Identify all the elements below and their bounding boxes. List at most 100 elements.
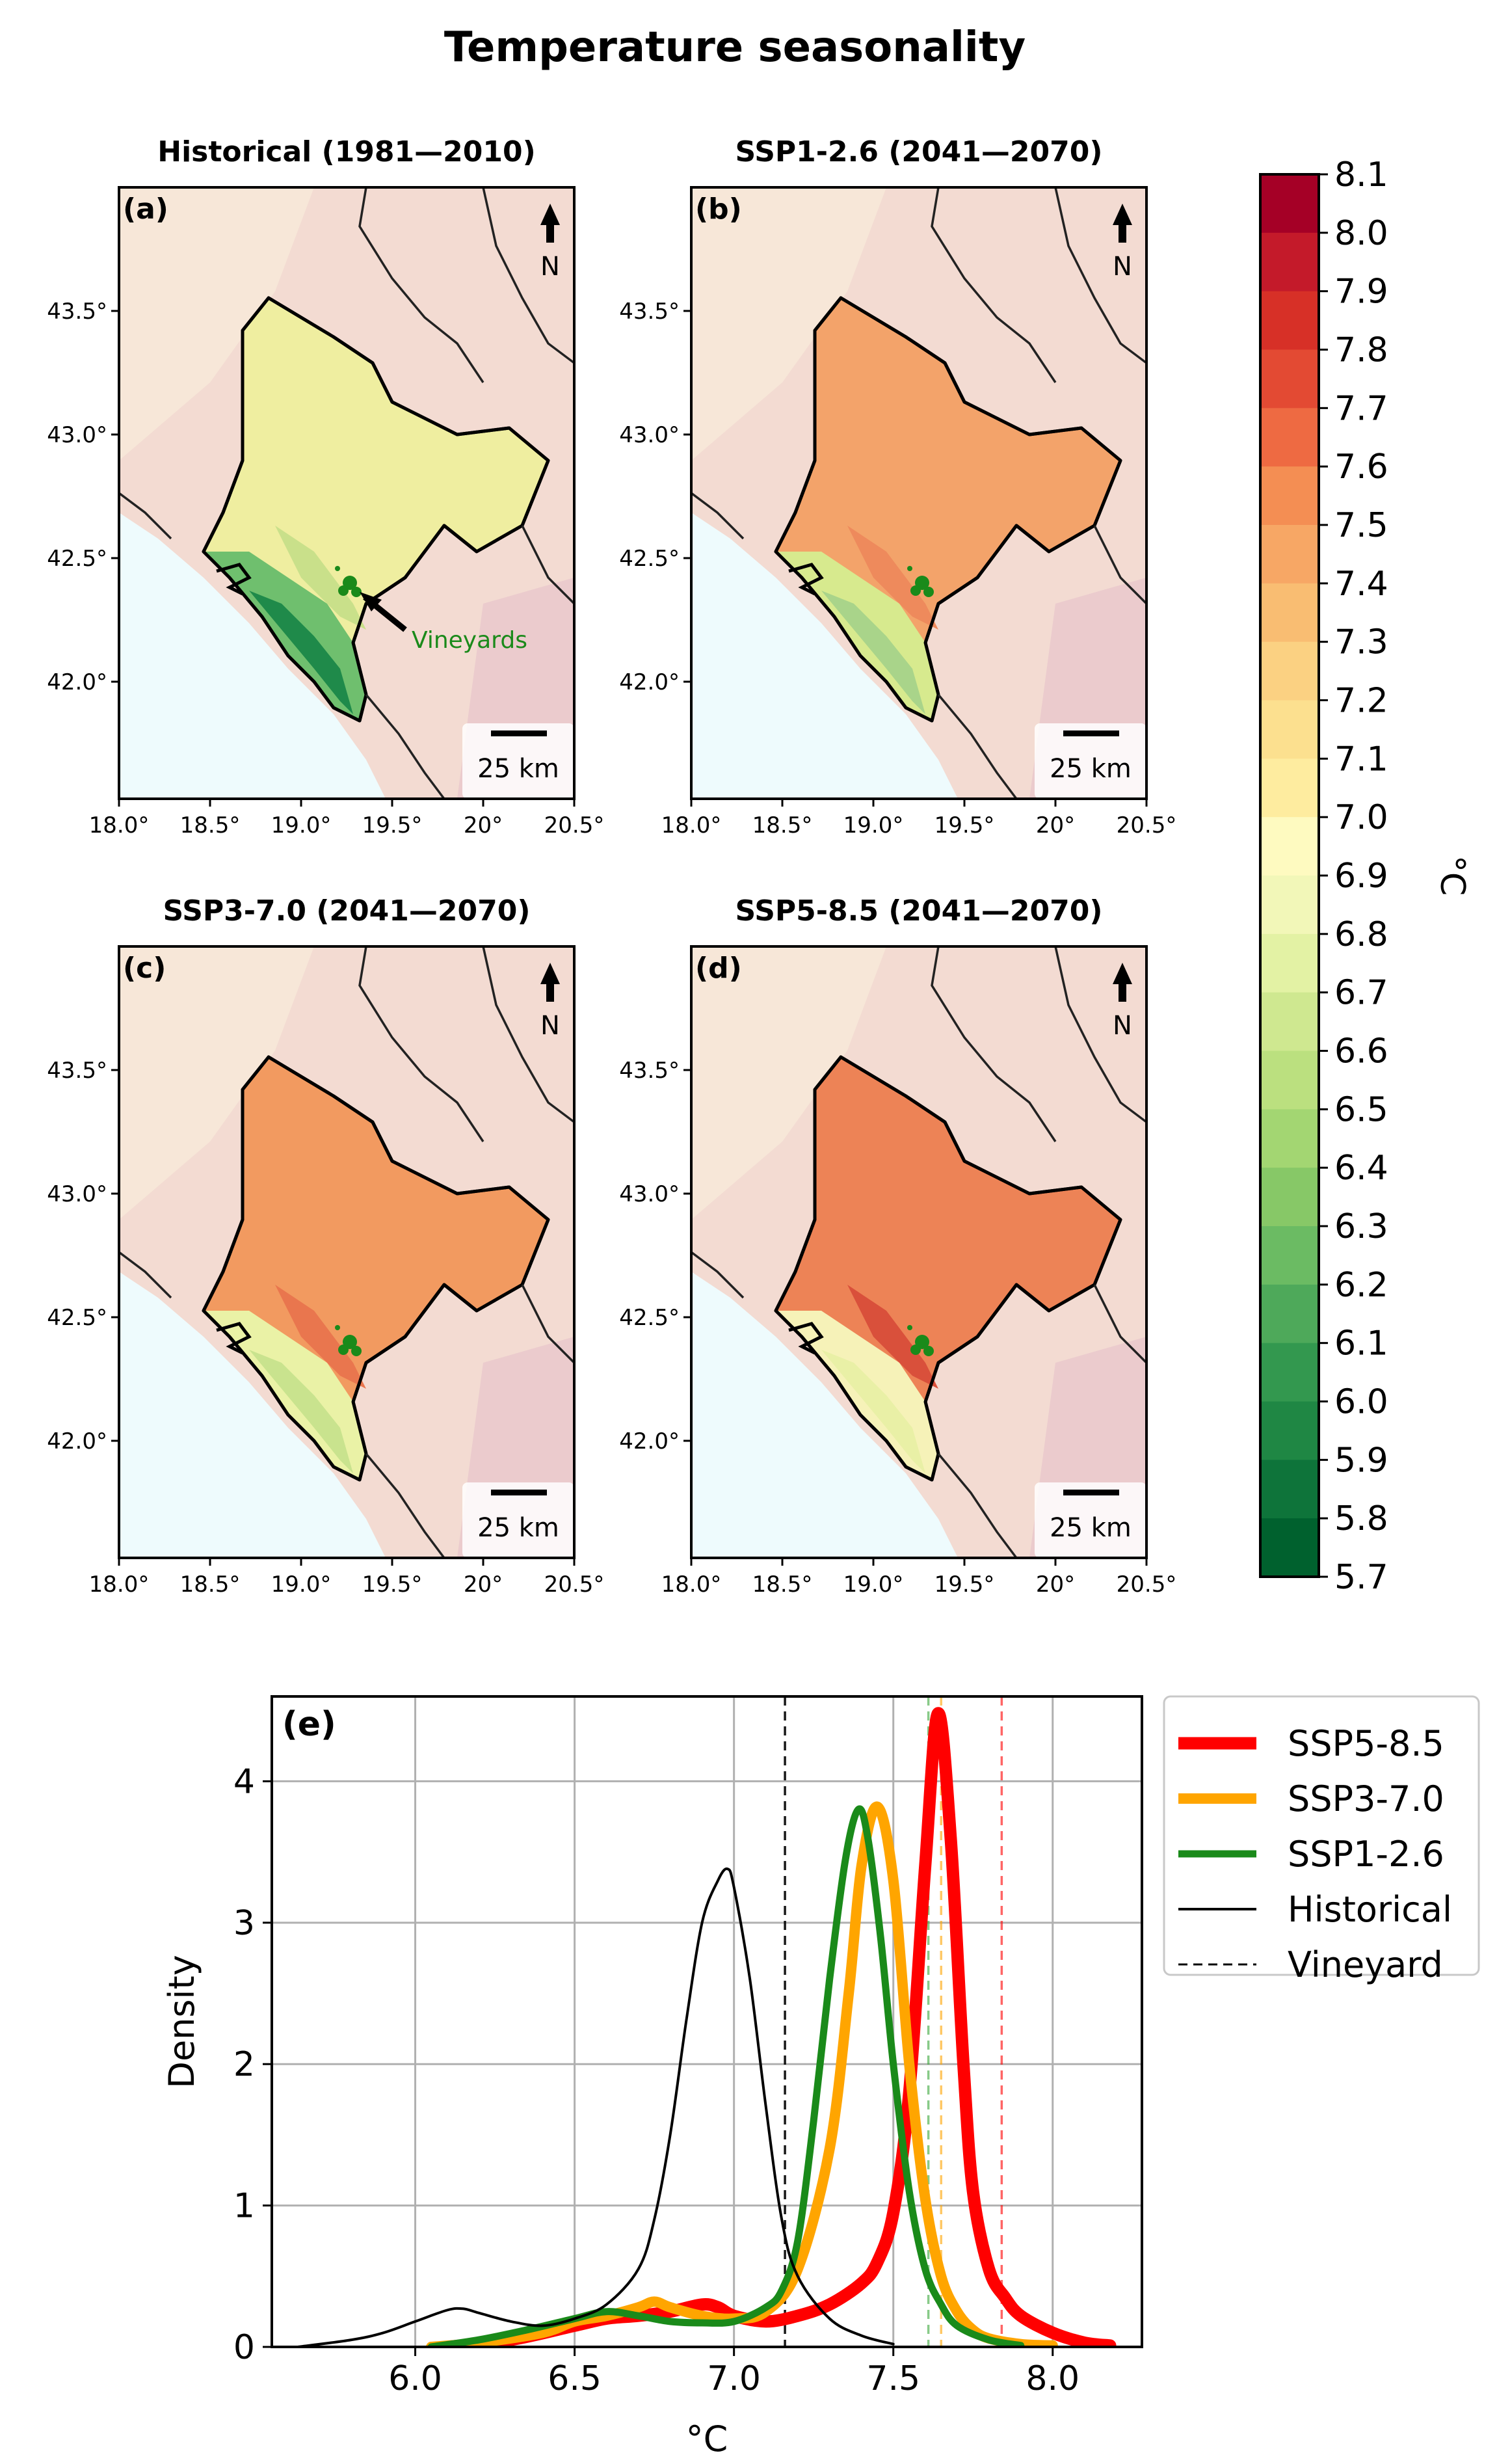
sea — [119, 513, 386, 799]
colorbar-segment — [1260, 1284, 1319, 1344]
x-tick-label: 18.0° — [661, 812, 722, 838]
x-tick-label: 20° — [1036, 812, 1075, 838]
colorbar-segment — [1260, 232, 1319, 292]
y-tick-label: 43.5° — [619, 299, 680, 325]
colorbar-segment — [1260, 641, 1319, 701]
north-label: N — [1113, 1011, 1132, 1041]
y-tick-label: 1 — [233, 2187, 255, 2226]
neighbor-border — [691, 1251, 745, 1299]
neighbor-border — [365, 1453, 445, 1558]
colorbar-tick-label: 6.7 — [1334, 974, 1388, 1013]
x-tick-label: 18.0° — [661, 1572, 722, 1598]
y-axis-label: Density — [161, 1955, 202, 2088]
neighbor-border — [358, 187, 484, 383]
x-tick-label: 19.5° — [362, 812, 423, 838]
ridge-zone — [847, 526, 938, 630]
vineyard-marker — [923, 1346, 934, 1356]
colorbar-tick-label: 7.0 — [1334, 798, 1388, 837]
scalebar-label: 25 km — [1050, 1513, 1132, 1543]
colorbar-tick-label: 5.9 — [1334, 1441, 1388, 1480]
legend-label: SSP5-8.5 — [1288, 1723, 1444, 1764]
density-chart: 6.0 6.5 7.0 7.5 8.0 0 1 2 3 4 (e) °C Density SSP5-8.5… — [161, 1695, 1480, 2459]
country-border — [202, 1055, 550, 1482]
colorbar-segment — [1260, 349, 1319, 408]
colorbar-tick-label: 7.5 — [1334, 506, 1388, 545]
plot-background — [272, 1696, 1142, 2347]
sea — [691, 1272, 958, 1558]
neighbor-border — [365, 693, 445, 799]
x-tick-label: 7.0 — [707, 2359, 761, 2398]
bay-outline — [788, 1322, 824, 1355]
scalebar-background — [1035, 723, 1146, 799]
panel-label: (c) — [123, 952, 166, 985]
vineyard-marker — [907, 566, 912, 571]
map-panel: Historical (1981—2010) Vineyards 25 km N (a)… — [47, 135, 604, 838]
terrain-northwest — [119, 946, 314, 1220]
neighbor-border — [358, 946, 484, 1142]
scalebar — [491, 1490, 547, 1495]
country-border — [774, 1055, 1122, 1482]
panel-label: (d) — [695, 952, 742, 985]
scalebar — [491, 730, 547, 736]
vineyard-marker — [338, 1345, 349, 1355]
map-frame — [690, 186, 1148, 800]
vineyard-marker — [335, 1325, 340, 1330]
colorbar-segment — [1260, 525, 1319, 584]
series-historical-line — [296, 1867, 895, 2347]
map-frame — [118, 186, 576, 800]
map-panel: SSP3-7.0 (2041—2070) 25 km N (c) 18.0° 18.5° 1… — [47, 894, 604, 1598]
legend-label: Historical — [1288, 1889, 1452, 1930]
neighbor-border — [1093, 1284, 1146, 1364]
ridge-zone — [275, 1285, 366, 1389]
x-axis-label: °C — [686, 2418, 728, 2459]
y-tick-label: 43.0° — [619, 422, 680, 448]
x-tick-label: 20° — [1036, 1572, 1075, 1598]
x-tick-label: 6.5 — [548, 2359, 602, 2398]
map-title: SSP3-7.0 (2041—2070) — [163, 894, 531, 928]
colorbar-segment — [1260, 174, 1319, 234]
country-border — [774, 296, 1122, 723]
x-tick-label: 6.0 — [388, 2359, 442, 2398]
y-tick-label: 43.0° — [47, 422, 107, 448]
map-area: 25 km N (d) — [691, 946, 1146, 1558]
x-tick-label: 18.5° — [180, 1572, 241, 1598]
colorbar-segment — [1260, 1226, 1319, 1285]
north-label: N — [540, 252, 560, 282]
colorbar-tick-label: 7.1 — [1334, 740, 1388, 779]
scalebar-background — [1035, 1482, 1146, 1558]
neighbor-border — [937, 1453, 1018, 1558]
map-frame — [118, 945, 576, 1559]
scalebar-background — [462, 723, 574, 799]
x-tick-label: 19.5° — [934, 812, 995, 838]
colorbar-tick-label: 7.3 — [1334, 623, 1388, 662]
southern-zone — [821, 1350, 925, 1473]
map-title: Historical (1981—2010) — [157, 135, 535, 168]
scalebar-label: 25 km — [1050, 754, 1132, 784]
map-area: 25 km N (b) — [691, 187, 1146, 799]
x-tick-label: 20.5° — [544, 812, 605, 838]
neighbor-border — [521, 525, 574, 605]
colorbar-segment — [1260, 1343, 1319, 1402]
plot-frame — [271, 1695, 1143, 2348]
legend-frame — [1163, 1695, 1480, 1976]
terrain-northwest — [691, 187, 886, 461]
legend-label: Vineyard — [1288, 1944, 1443, 1985]
x-tick-label: 19.5° — [362, 1572, 423, 1598]
x-tick-label: 18.0° — [89, 812, 150, 838]
colorbar-tick-label: 6.8 — [1334, 915, 1388, 954]
map-panels: Historical (1981—2010) Vineyards 25 km N (a)… — [47, 135, 1176, 1598]
north-arrow-icon — [1113, 204, 1132, 243]
y-tick-label: 43.0° — [619, 1181, 680, 1207]
north-arrow-icon — [1113, 963, 1132, 1002]
scalebar-label: 25 km — [477, 754, 559, 784]
y-tick-label: 43.5° — [619, 1058, 680, 1084]
vineyards-arrow-head — [360, 592, 382, 611]
colorbar-tick-label: 6.6 — [1334, 1032, 1388, 1071]
scalebar — [1063, 1490, 1119, 1495]
bay-outline — [788, 563, 824, 596]
vineyard-marker — [910, 1345, 921, 1355]
neighbor-border — [482, 946, 574, 1123]
colorbar-segment — [1260, 876, 1319, 935]
y-tick-label: 43.5° — [47, 299, 107, 325]
terrain-northwest — [119, 187, 314, 461]
